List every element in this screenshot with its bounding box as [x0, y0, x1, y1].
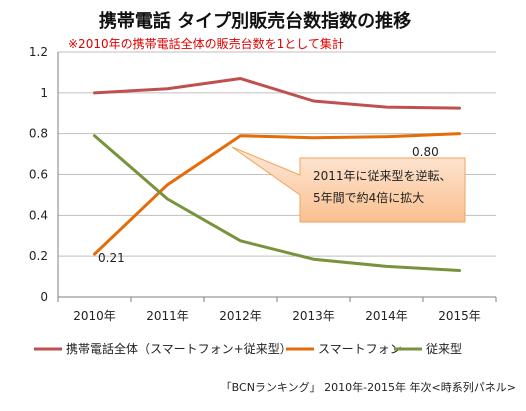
y-axis: 0 0.2 0.4 0.6 0.8 1 1.2: [29, 45, 59, 304]
legend-label-0: 携帯電話全体（スマートフォン+従来型）: [66, 341, 292, 356]
y-tick-label: 0.8: [29, 127, 48, 141]
source-note: 「BCNランキング」 2010年-2015年 年次<時系列パネル>: [221, 380, 516, 394]
y-tick-label: 0: [40, 290, 48, 304]
x-axis: 2010年 2011年 2012年 2013年 2014年 2015年: [57, 296, 497, 323]
y-tick-label: 0.4: [29, 208, 48, 222]
legend-label-1: スマートフォン: [318, 342, 402, 356]
y-tick-label: 1: [40, 86, 48, 100]
x-tick-label: 2014年: [365, 309, 408, 323]
x-tick-label: 2015年: [438, 309, 481, 323]
chart-title: 携帯電話 タイプ別販売台数指数の推移: [99, 10, 411, 32]
legend: 携帯電話全体（スマートフォン+従来型） スマートフォン 従来型: [34, 341, 462, 356]
series-line-1: [93, 132, 461, 256]
data-label-smartphone-2015: 0.80: [412, 145, 439, 159]
y-tick-label: 1.2: [29, 45, 48, 59]
chart-subtitle: ※2010年の携帯電話全体の販売台数を1として集計: [68, 36, 344, 51]
y-tick-label: 0.2: [29, 249, 48, 263]
series-line-2: [93, 134, 461, 272]
x-tick-label: 2013年: [292, 309, 335, 323]
callout-shape: [231, 146, 466, 223]
annotation-line-1: 2011年に従来型を逆転、: [313, 168, 452, 183]
y-tick-label: 0.6: [29, 168, 48, 182]
data-label-smartphone-2010: 0.21: [98, 251, 125, 265]
annotation-line-2: 5年間で約4倍に拡大: [313, 190, 424, 205]
series-lines: [93, 77, 461, 272]
annotation-callout: 2011年に従来型を逆転、 5年間で約4倍に拡大: [231, 146, 466, 223]
x-tick-label: 2010年: [73, 309, 116, 323]
x-tick-label: 2011年: [146, 309, 189, 323]
x-tick-label: 2012年: [219, 309, 262, 323]
series-line-0: [93, 77, 461, 110]
legend-label-2: 従来型: [426, 342, 462, 356]
